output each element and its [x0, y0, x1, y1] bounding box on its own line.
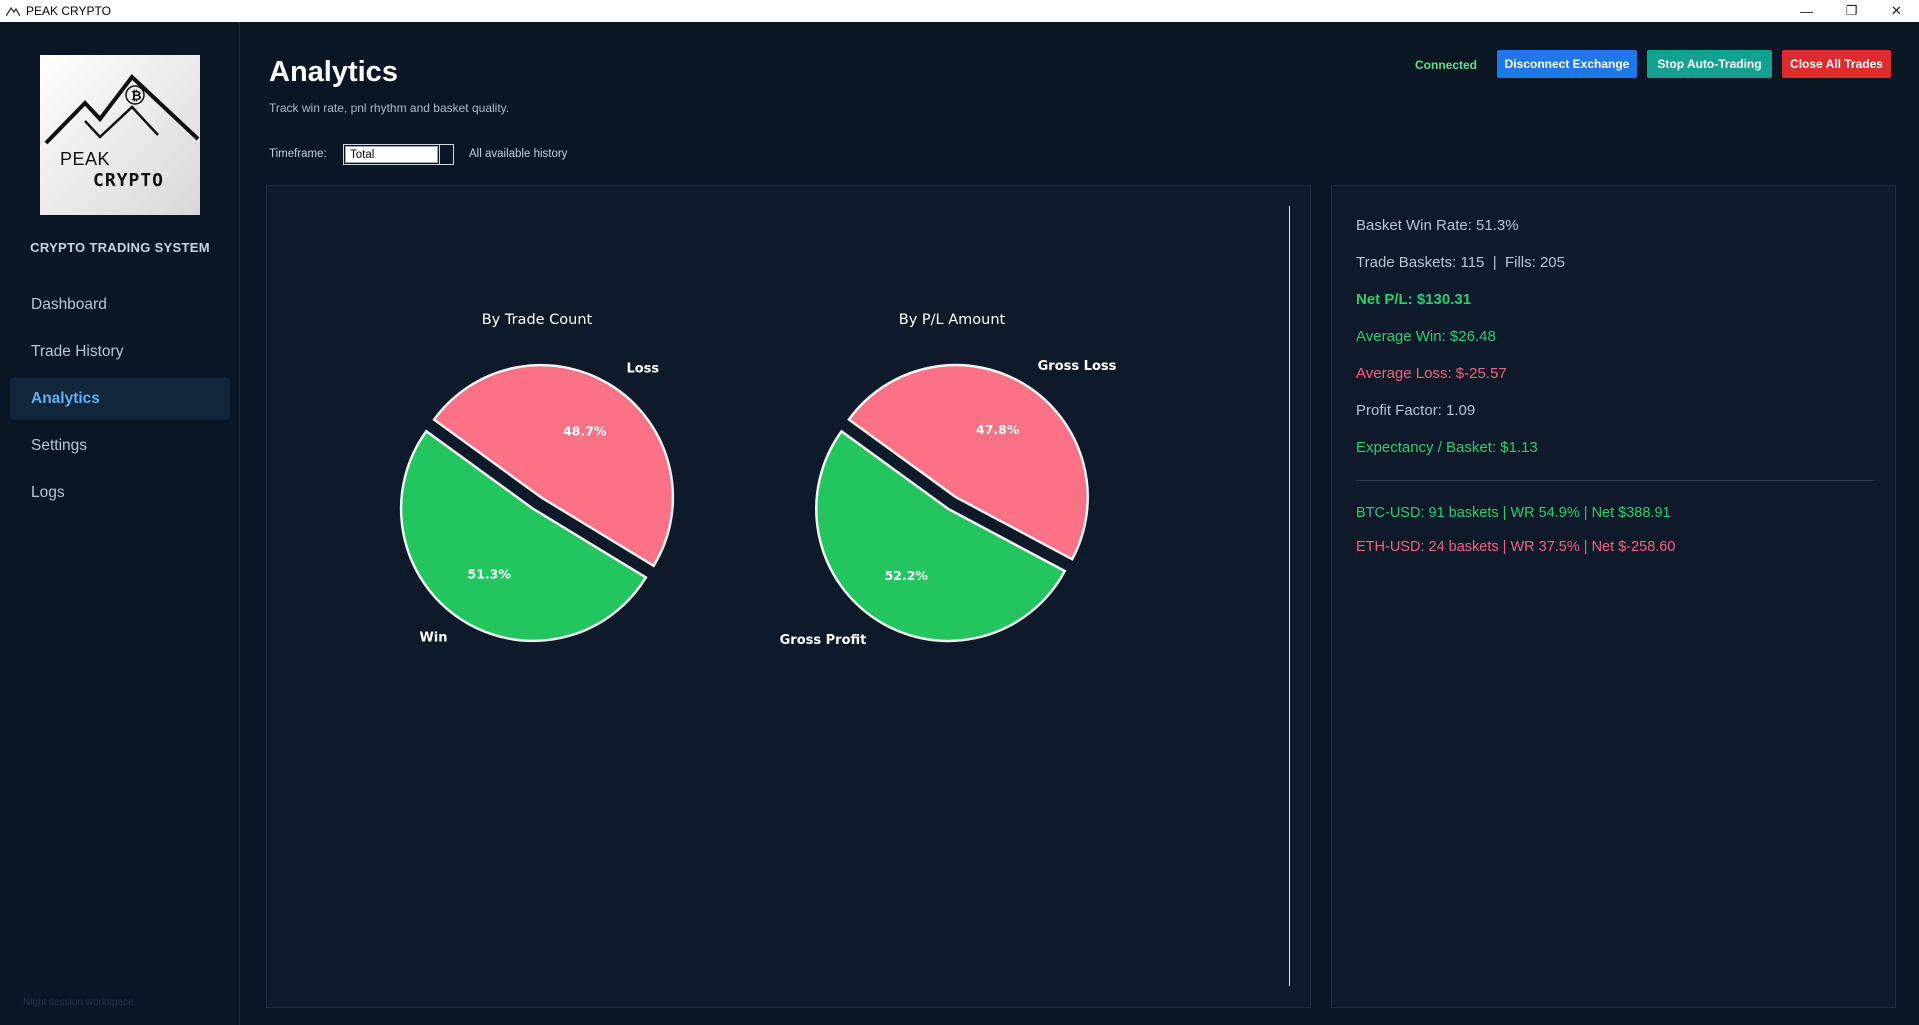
restore-icon[interactable]: ❐ — [1845, 3, 1858, 18]
close-window-icon[interactable]: ✕ — [1891, 3, 1902, 18]
stat-expectancy: Expectancy / Basket: $1.13 — [1356, 439, 1538, 456]
app-icon — [6, 5, 20, 17]
stat-average-win: Average Win: $26.48 — [1356, 328, 1496, 345]
pie-title: By Trade Count — [482, 312, 593, 328]
logo-text-crypto: CRYPTO — [93, 170, 165, 191]
chart-panel: By Trade Count 51.3% Win 48.7% Loss By P/L Am… — [266, 185, 1311, 1008]
pie-percent-label: 47.8% — [976, 422, 1020, 437]
pie-slice-win — [399, 429, 648, 643]
sidebar-item-dashboard[interactable]: Dashboard — [31, 296, 107, 313]
pie-slice-loss — [432, 363, 675, 568]
timeframe-hint: All available history — [469, 148, 568, 160]
stats-divider — [1356, 480, 1874, 481]
timeframe-value[interactable]: Total — [345, 146, 438, 163]
sidebar-item-settings[interactable]: Settings — [31, 437, 88, 454]
pie-slice-gross-loss — [847, 363, 1089, 561]
sidebar-footer: Night session workspace — [23, 997, 134, 1008]
chart-divider — [1289, 206, 1290, 986]
stat-profit-factor: Profit Factor: 1.09 — [1356, 402, 1476, 419]
pie-percent-label: 48.7% — [563, 423, 607, 438]
pie-percent-label: 52.2% — [885, 568, 929, 583]
dropdown-arrow-icon[interactable] — [439, 145, 453, 164]
page-title: Analytics — [269, 56, 398, 88]
pie-category-label: Loss — [626, 362, 659, 377]
pie-slice-gross-profit — [815, 429, 1067, 643]
logo: ₿ PEAK CRYPTO — [40, 55, 200, 215]
svg-text:₿: ₿ — [131, 89, 142, 104]
pair-row-btc: BTC-USD: 91 baskets | WR 54.9% | Net $38… — [1356, 505, 1671, 521]
page-subtitle: Track win rate, pnl rhythm and basket qu… — [269, 101, 510, 115]
minimize-icon[interactable]: — — [1800, 3, 1813, 19]
timeframe-label: Timeframe: — [269, 148, 327, 160]
pair-row-eth: ETH-USD: 24 baskets | WR 37.5% | Net $-2… — [1356, 539, 1676, 555]
sidebar-item-trade-history[interactable]: Trade History — [31, 343, 124, 360]
sidebar-item-analytics[interactable]: Analytics — [10, 378, 230, 420]
sidebar-item-logs[interactable]: Logs — [31, 484, 65, 501]
stat-win-rate: Basket Win Rate: 51.3% — [1356, 217, 1519, 234]
connection-status: Connected — [1415, 58, 1478, 72]
stat-average-loss: Average Loss: $-25.57 — [1356, 365, 1507, 382]
close-all-trades-button[interactable]: Close All Trades — [1782, 50, 1891, 78]
logo-text-peak: PEAK — [60, 149, 111, 169]
pie-percent-label: 51.3% — [468, 567, 512, 582]
window-title: PEAK CRYPTO — [26, 4, 111, 18]
pie-charts: By Trade Count 51.3% Win 48.7% Loss By P/L Am… — [399, 312, 1117, 648]
system-title: CRYPTO TRADING SYSTEM — [30, 240, 210, 255]
disconnect-exchange-button[interactable]: Disconnect Exchange — [1497, 50, 1637, 78]
sidebar: ₿ PEAK CRYPTO CRYPTO TRADING SYSTEM Dash… — [0, 22, 240, 1025]
window-title-bar: PEAK CRYPTO — ❐ ✕ — [0, 0, 1919, 22]
stop-auto-trading-button[interactable]: Stop Auto-Trading — [1647, 50, 1772, 78]
stats-panel: Basket Win Rate: 51.3% Trade Baskets: 11… — [1331, 185, 1896, 1008]
stat-baskets-fills: Trade Baskets: 115 | Fills: 205 — [1356, 254, 1565, 271]
pie-category-label: Win — [419, 630, 447, 645]
pie-category-label: Gross Loss — [1038, 359, 1117, 374]
stat-net-pl: Net P/L: $130.31 — [1356, 291, 1472, 308]
timeframe-select[interactable]: Total — [343, 144, 454, 165]
pie-title: By P/L Amount — [899, 312, 1006, 328]
sidebar-nav: Dashboard Trade History Analytics Settin… — [10, 284, 230, 519]
pie-category-label: Gross Profit — [780, 633, 867, 648]
